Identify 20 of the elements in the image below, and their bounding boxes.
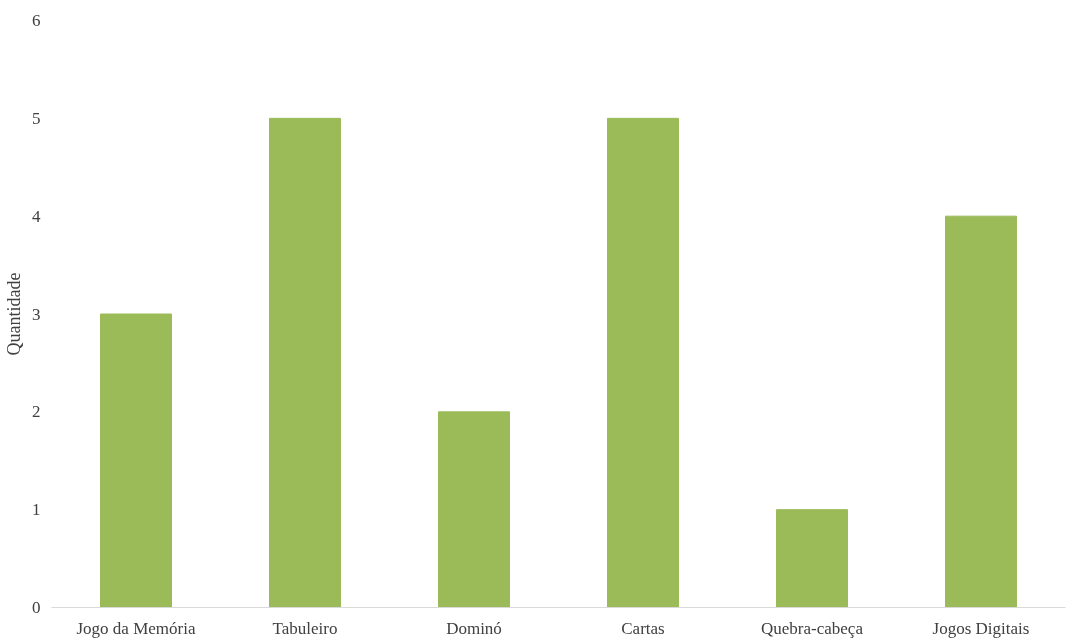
y-tick-label: 1 xyxy=(32,500,41,520)
y-tick-label: 4 xyxy=(32,206,41,226)
bar xyxy=(100,313,172,608)
y-tick-label: 0 xyxy=(32,598,41,617)
x-tick-label: Cartas xyxy=(621,618,665,638)
y-tick-label: 5 xyxy=(32,108,41,128)
x-tick-label: Tabuleiro xyxy=(272,618,338,638)
y-tick-label: 6 xyxy=(32,11,41,30)
y-axis-title: Quantidade xyxy=(4,272,24,356)
y-tick-label: 3 xyxy=(32,304,41,324)
bar xyxy=(945,215,1017,608)
x-tick-label: Quebra-cabeça xyxy=(761,618,864,638)
x-tick-label: Jogos Digitais xyxy=(932,618,1030,638)
bar xyxy=(269,117,341,608)
y-tick-label: 2 xyxy=(32,402,41,422)
bar xyxy=(438,411,510,608)
bar xyxy=(776,509,848,608)
bar xyxy=(607,117,679,608)
x-tick-label: Jogo da Memória xyxy=(76,618,196,638)
x-tick-label: Dominó xyxy=(446,618,502,638)
